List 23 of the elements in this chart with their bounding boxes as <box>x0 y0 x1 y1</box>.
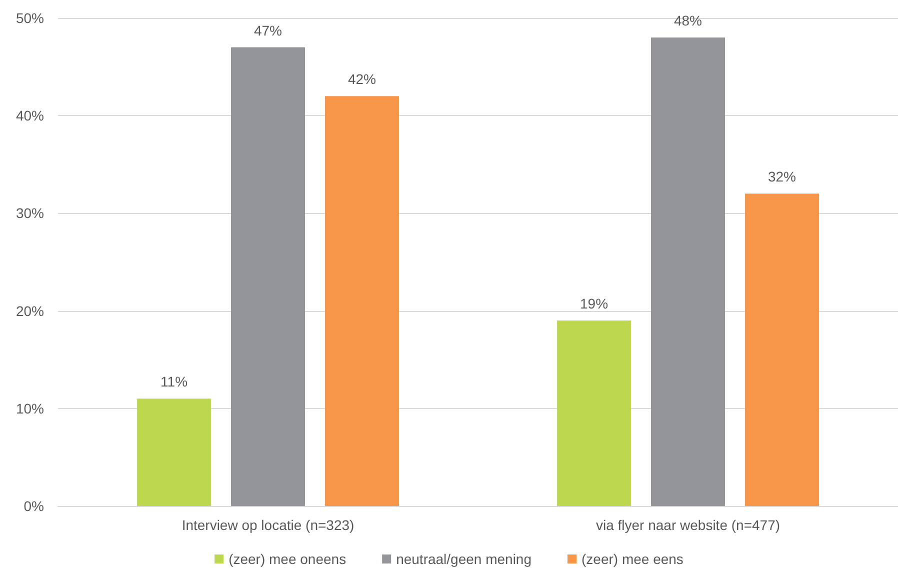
y-tick-label: 50% <box>16 10 44 26</box>
x-tick-label: via flyer naar website (n=477) <box>596 517 780 533</box>
data-label: 47% <box>254 22 282 38</box>
legend-label: neutraal/geen mening <box>396 551 532 567</box>
y-tick-label: 0% <box>24 498 44 514</box>
data-label: 11% <box>160 374 188 390</box>
data-label: 19% <box>580 296 608 312</box>
bar <box>557 320 632 506</box>
data-label: 32% <box>768 168 796 185</box>
legend-label: (zeer) mee oneens <box>228 551 346 567</box>
y-tick-label: 10% <box>16 400 44 416</box>
bar <box>137 398 212 506</box>
bar <box>324 96 399 506</box>
bar <box>744 194 819 506</box>
y-tick-label: 40% <box>16 108 44 124</box>
y-tick-label: 20% <box>16 302 44 319</box>
x-tick-label: Interview op locatie (n=323) <box>182 517 354 533</box>
data-label: 42% <box>348 71 376 88</box>
bar <box>651 38 725 506</box>
bar <box>231 47 305 506</box>
legend-label: (zeer) mee eens <box>582 551 684 567</box>
y-tick-label: 30% <box>16 205 44 222</box>
data-label: 48% <box>674 12 702 29</box>
